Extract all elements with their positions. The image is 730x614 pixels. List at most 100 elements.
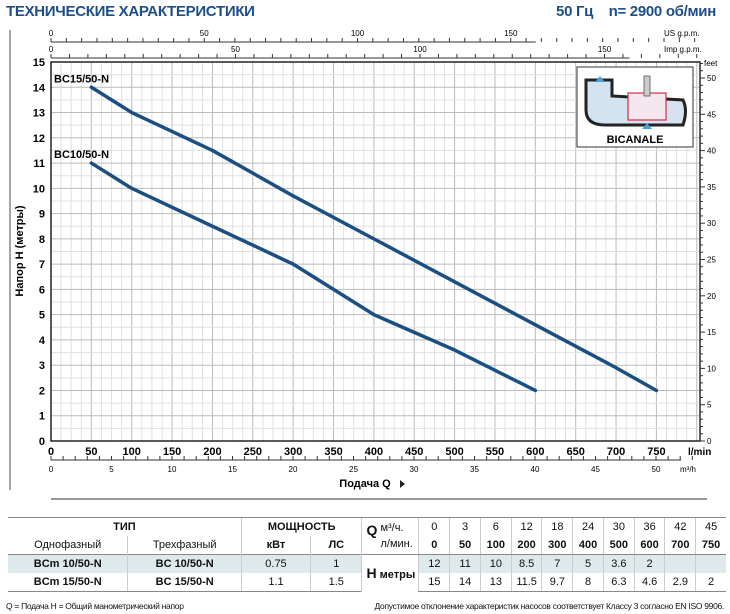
feet-tick-label: 25 bbox=[707, 256, 716, 265]
power-kw: 0.75 bbox=[240, 554, 311, 573]
table-cell: 6.3 bbox=[602, 573, 634, 591]
y-tick-label: 0 bbox=[39, 436, 45, 448]
x-unit-label: l/min bbox=[688, 447, 711, 458]
x-tick-label: 250 bbox=[244, 446, 262, 458]
table-cell: 10 bbox=[479, 555, 511, 573]
us_gpm-tick-label: 150 bbox=[504, 29, 518, 38]
y-tick-label: 4 bbox=[39, 335, 46, 347]
table-cell: 4.6 bbox=[633, 573, 665, 591]
frequency: 50 Гц bbox=[556, 3, 594, 20]
y-tick-label: 2 bbox=[39, 385, 45, 397]
table-cell: 100 bbox=[479, 536, 511, 554]
feet-tick-label: 0 bbox=[707, 437, 712, 446]
model-three-phase: BC 10/50-N bbox=[127, 554, 242, 573]
m3h-tick-label: 15 bbox=[228, 465, 237, 474]
table-cell: 13 bbox=[479, 573, 511, 591]
feet-tick-label: 15 bbox=[707, 328, 716, 337]
series-label: BC10/50-N bbox=[54, 149, 109, 161]
table-cell: 0 bbox=[418, 518, 449, 536]
feet-tick-label: 35 bbox=[707, 183, 716, 192]
x-tick-label: 300 bbox=[284, 446, 302, 458]
power-hp: 1 bbox=[310, 554, 362, 573]
table-cell: 200 bbox=[510, 536, 542, 554]
lmin-unit: л/мин. bbox=[380, 538, 413, 550]
performance-table: ТИП МОЩНОСТЬ Q м³/ч. л/мин. 0 3 6 12 18 24 30 36… bbox=[8, 517, 726, 592]
table-cell: 14 bbox=[449, 573, 480, 591]
imp_gpm-tick-label: 100 bbox=[413, 45, 427, 54]
feet-unit-label: feet bbox=[704, 59, 718, 68]
m3h-tick-label: 25 bbox=[349, 465, 358, 474]
y-tick-label: 5 bbox=[39, 310, 45, 322]
x-tick-label: 50 bbox=[85, 446, 97, 458]
y-axis-title: Напор H (метры) bbox=[14, 205, 26, 296]
y-tick-label: 9 bbox=[39, 209, 45, 221]
page-title: ТЕХНИЧЕСКИЕ ХАРАКТЕРИСТИКИ bbox=[6, 3, 255, 20]
table-cell: 8 bbox=[572, 573, 603, 591]
feet-tick-label: 20 bbox=[707, 292, 716, 301]
table-cell: 300 bbox=[541, 536, 572, 554]
imp_gpm-tick-label: 150 bbox=[598, 45, 612, 54]
x-tick-label: 400 bbox=[365, 446, 383, 458]
flow-in-arrow-icon bbox=[642, 123, 652, 129]
hp-header: ЛС bbox=[310, 536, 362, 555]
arrow-right-icon bbox=[400, 480, 405, 488]
m3h-tick-label: 50 bbox=[652, 465, 661, 474]
table-cell: 7 bbox=[541, 555, 572, 573]
feet-tick-label: 5 bbox=[707, 401, 712, 410]
feet-tick-label: 10 bbox=[707, 364, 716, 373]
series-line-bc10-50-n bbox=[89, 161, 538, 393]
table-cell: 2.9 bbox=[664, 573, 695, 591]
table-cell: 15 bbox=[418, 573, 449, 591]
feet-tick-label: 50 bbox=[707, 74, 716, 83]
table-cell bbox=[664, 555, 695, 573]
h-unit: метры bbox=[379, 569, 416, 582]
table-row: BCm 10/50-N BC 10/50-N 0.75 1 H метры 12… bbox=[8, 554, 726, 592]
y-tick-label: 1 bbox=[39, 411, 45, 423]
single-phase-header: Однофазный bbox=[34, 539, 102, 551]
table-cell: 30 bbox=[602, 518, 634, 536]
m3h-tick-label: 0 bbox=[49, 465, 54, 474]
x-tick-label: 550 bbox=[486, 446, 504, 458]
m3h-tick-label: 40 bbox=[531, 465, 540, 474]
series-line-bc15-50-n bbox=[89, 85, 659, 393]
x-tick-label: 650 bbox=[567, 446, 585, 458]
table-cell: 600 bbox=[633, 536, 665, 554]
x-tick-label: 450 bbox=[405, 446, 423, 458]
power-hp: 1.5 bbox=[310, 573, 362, 592]
x-tick-label: 200 bbox=[203, 446, 221, 458]
table-cell: 6 bbox=[479, 518, 511, 536]
m3h-unit: м³/ч. bbox=[380, 522, 404, 534]
table-cell: 50 bbox=[449, 536, 480, 554]
performance-chart: 0 50 100 150 200 250 300 350 400 450 500 550 600 650 7… bbox=[9, 29, 718, 500]
table-cell: 11 bbox=[449, 555, 480, 573]
flow-up-arrow-icon bbox=[595, 76, 605, 82]
table-cell: 11.5 bbox=[510, 573, 542, 591]
table-cell: 36 bbox=[633, 518, 665, 536]
footer-legend: Q = Подача H = Общий манометрический нап… bbox=[6, 601, 184, 611]
table-cell: 24 bbox=[572, 518, 603, 536]
imp_gpm-tick-label: 0 bbox=[49, 45, 54, 54]
rotation-speed: n= 2900 об/мин bbox=[608, 3, 717, 20]
us_gpm-tick-label: 0 bbox=[49, 29, 54, 38]
y-tick-label: 8 bbox=[39, 234, 45, 246]
model-single-phase: BCm 10/50-N bbox=[8, 554, 128, 573]
power-kw: 1.1 bbox=[240, 573, 311, 592]
y-tick-label: 12 bbox=[33, 133, 45, 145]
x-tick-label: 600 bbox=[526, 446, 544, 458]
power-header: МОЩНОСТЬ bbox=[240, 517, 362, 536]
footer-tolerance-note: Допустимое отклонение характеристик насо… bbox=[374, 601, 724, 611]
table-cell: 12 bbox=[418, 555, 449, 573]
x-tick-label: 500 bbox=[445, 446, 463, 458]
feet-tick-label: 45 bbox=[707, 110, 716, 119]
x-tick-label: 0 bbox=[48, 446, 54, 458]
m3h-tick-label: 20 bbox=[289, 465, 298, 474]
table-cell: 45 bbox=[695, 518, 726, 536]
table-cell: 5 bbox=[572, 555, 603, 573]
feet-tick-label: 40 bbox=[707, 147, 716, 156]
table-cell bbox=[695, 555, 726, 573]
us_gpm-tick-label: 100 bbox=[351, 29, 365, 38]
y-tick-label: 6 bbox=[39, 284, 45, 296]
table-cell: 12 bbox=[510, 518, 542, 536]
table-cell: 9.7 bbox=[541, 573, 572, 591]
y-tick-label: 7 bbox=[39, 259, 45, 271]
